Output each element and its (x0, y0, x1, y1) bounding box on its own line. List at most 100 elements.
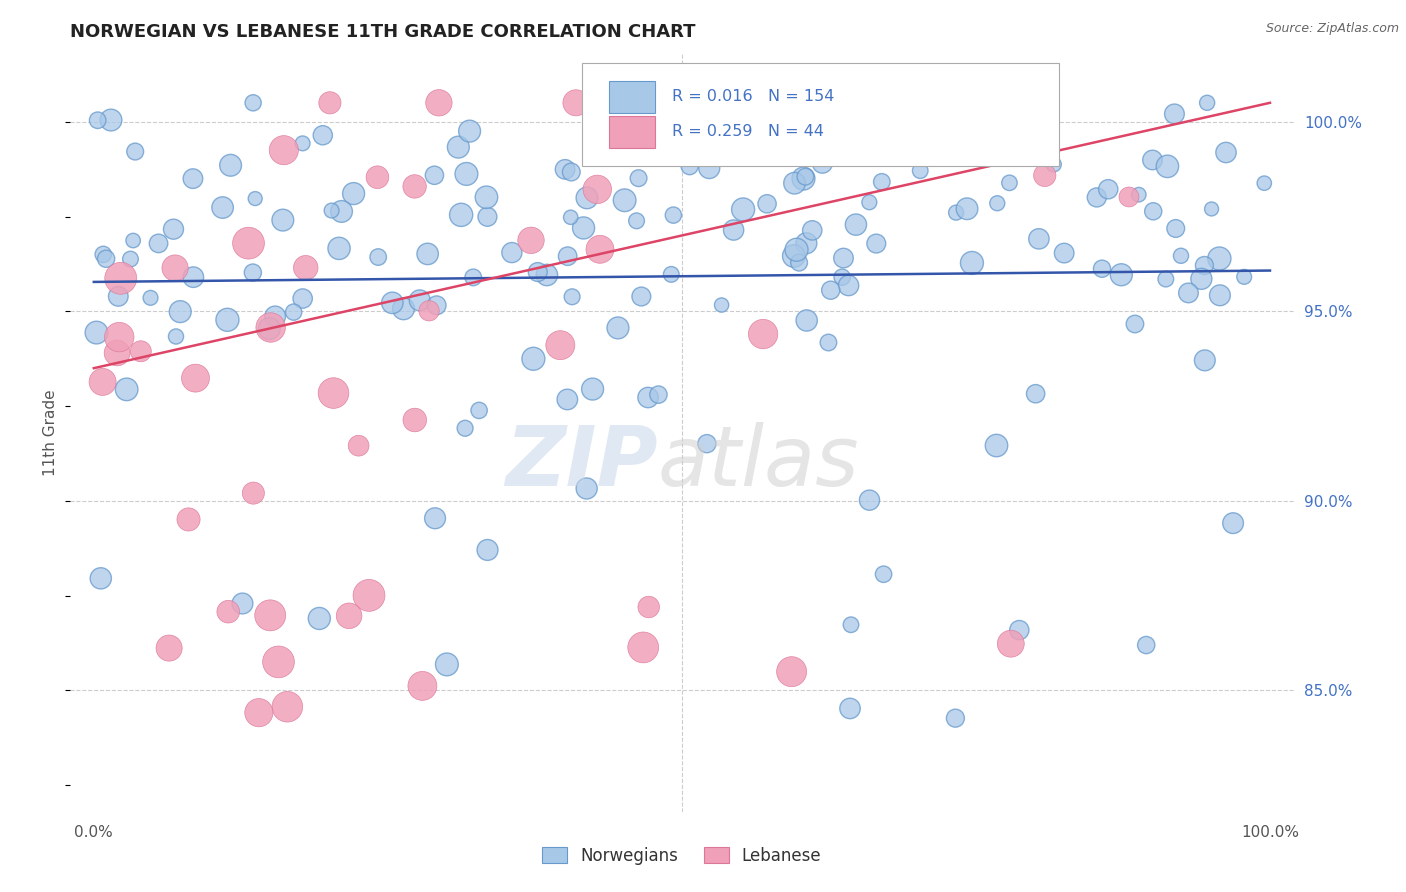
Point (589, 243, 612, 257)
Point (238, 236, 260, 251)
Point (100, 113, 122, 128)
Point (91, 375, 114, 389)
Point (347, 439, 370, 453)
Point (423, 168, 446, 182)
Text: R = 0.016   N = 154: R = 0.016 N = 154 (672, 89, 835, 104)
Point (1170, 249, 1192, 263)
Point (357, 588, 380, 602)
Point (605, 138, 627, 153)
Point (1177, 285, 1199, 300)
Point (366, 170, 388, 185)
Point (436, 657, 458, 672)
Point (1209, 288, 1232, 302)
Point (865, 236, 887, 251)
Point (536, 268, 558, 282)
Point (447, 140, 470, 154)
Point (1233, 269, 1256, 284)
Point (1128, 187, 1150, 202)
Point (787, 255, 810, 269)
Point (1215, 145, 1237, 160)
Point (956, 202, 979, 216)
FancyBboxPatch shape (609, 116, 655, 147)
Point (86, 113, 108, 128)
Point (267, 655, 290, 669)
Point (1111, 268, 1133, 282)
FancyBboxPatch shape (609, 81, 655, 112)
Point (418, 303, 440, 318)
Point (671, 142, 693, 156)
Text: NORWEGIAN VS LEBANESE 11TH GRADE CORRELATION CHART: NORWEGIAN VS LEBANESE 11TH GRADE CORRELA… (70, 23, 696, 41)
Point (454, 421, 477, 435)
Text: Source: ZipAtlas.com: Source: ZipAtlas.com (1265, 22, 1399, 36)
Point (792, 171, 814, 186)
Point (342, 186, 364, 201)
Point (630, 289, 652, 303)
Point (1194, 353, 1216, 368)
Point (381, 296, 404, 310)
Point (637, 391, 659, 405)
Point (1201, 202, 1223, 216)
Point (115, 382, 138, 396)
Point (468, 403, 491, 417)
Point (94, 252, 117, 266)
Point (1000, 637, 1022, 651)
Point (105, 346, 128, 360)
Point (122, 234, 145, 248)
Point (1142, 153, 1164, 167)
Point (120, 252, 142, 266)
Point (981, 95, 1004, 110)
Point (259, 320, 281, 334)
Point (910, 163, 932, 178)
Point (647, 387, 669, 401)
Point (91, 247, 114, 261)
Point (831, 270, 853, 285)
Point (1135, 638, 1157, 652)
Point (960, 256, 983, 270)
Point (1163, 107, 1185, 121)
Point (550, 338, 572, 352)
Point (247, 706, 270, 720)
Point (264, 310, 287, 324)
Point (273, 143, 295, 157)
Point (86, 326, 108, 340)
Point (90, 571, 112, 585)
Point (1142, 204, 1164, 219)
Point (811, 156, 834, 170)
Point (1189, 272, 1212, 286)
Point (839, 617, 862, 632)
Point (259, 608, 281, 623)
Point (169, 304, 191, 318)
Point (165, 260, 187, 275)
Point (945, 205, 967, 219)
Point (565, 95, 588, 110)
Point (631, 640, 654, 655)
Point (1085, 190, 1108, 204)
Point (259, 321, 281, 335)
Point (217, 313, 239, 327)
Text: ZIP: ZIP (505, 423, 658, 503)
Point (526, 265, 548, 279)
Point (561, 290, 583, 304)
Point (211, 201, 233, 215)
Point (337, 608, 360, 623)
Point (783, 249, 806, 263)
Point (321, 203, 343, 218)
Point (1091, 261, 1114, 276)
Point (427, 95, 450, 110)
Point (1222, 516, 1244, 530)
Point (575, 482, 598, 496)
Point (659, 268, 682, 282)
Point (1123, 317, 1146, 331)
Point (392, 301, 415, 316)
Point (283, 305, 305, 319)
Point (162, 222, 184, 236)
Point (319, 95, 342, 110)
Point (148, 236, 170, 251)
Point (654, 96, 676, 111)
Point (581, 382, 603, 396)
Point (845, 218, 868, 232)
Point (986, 438, 1008, 452)
Point (1197, 95, 1219, 110)
Point (870, 175, 893, 189)
Point (367, 250, 389, 264)
